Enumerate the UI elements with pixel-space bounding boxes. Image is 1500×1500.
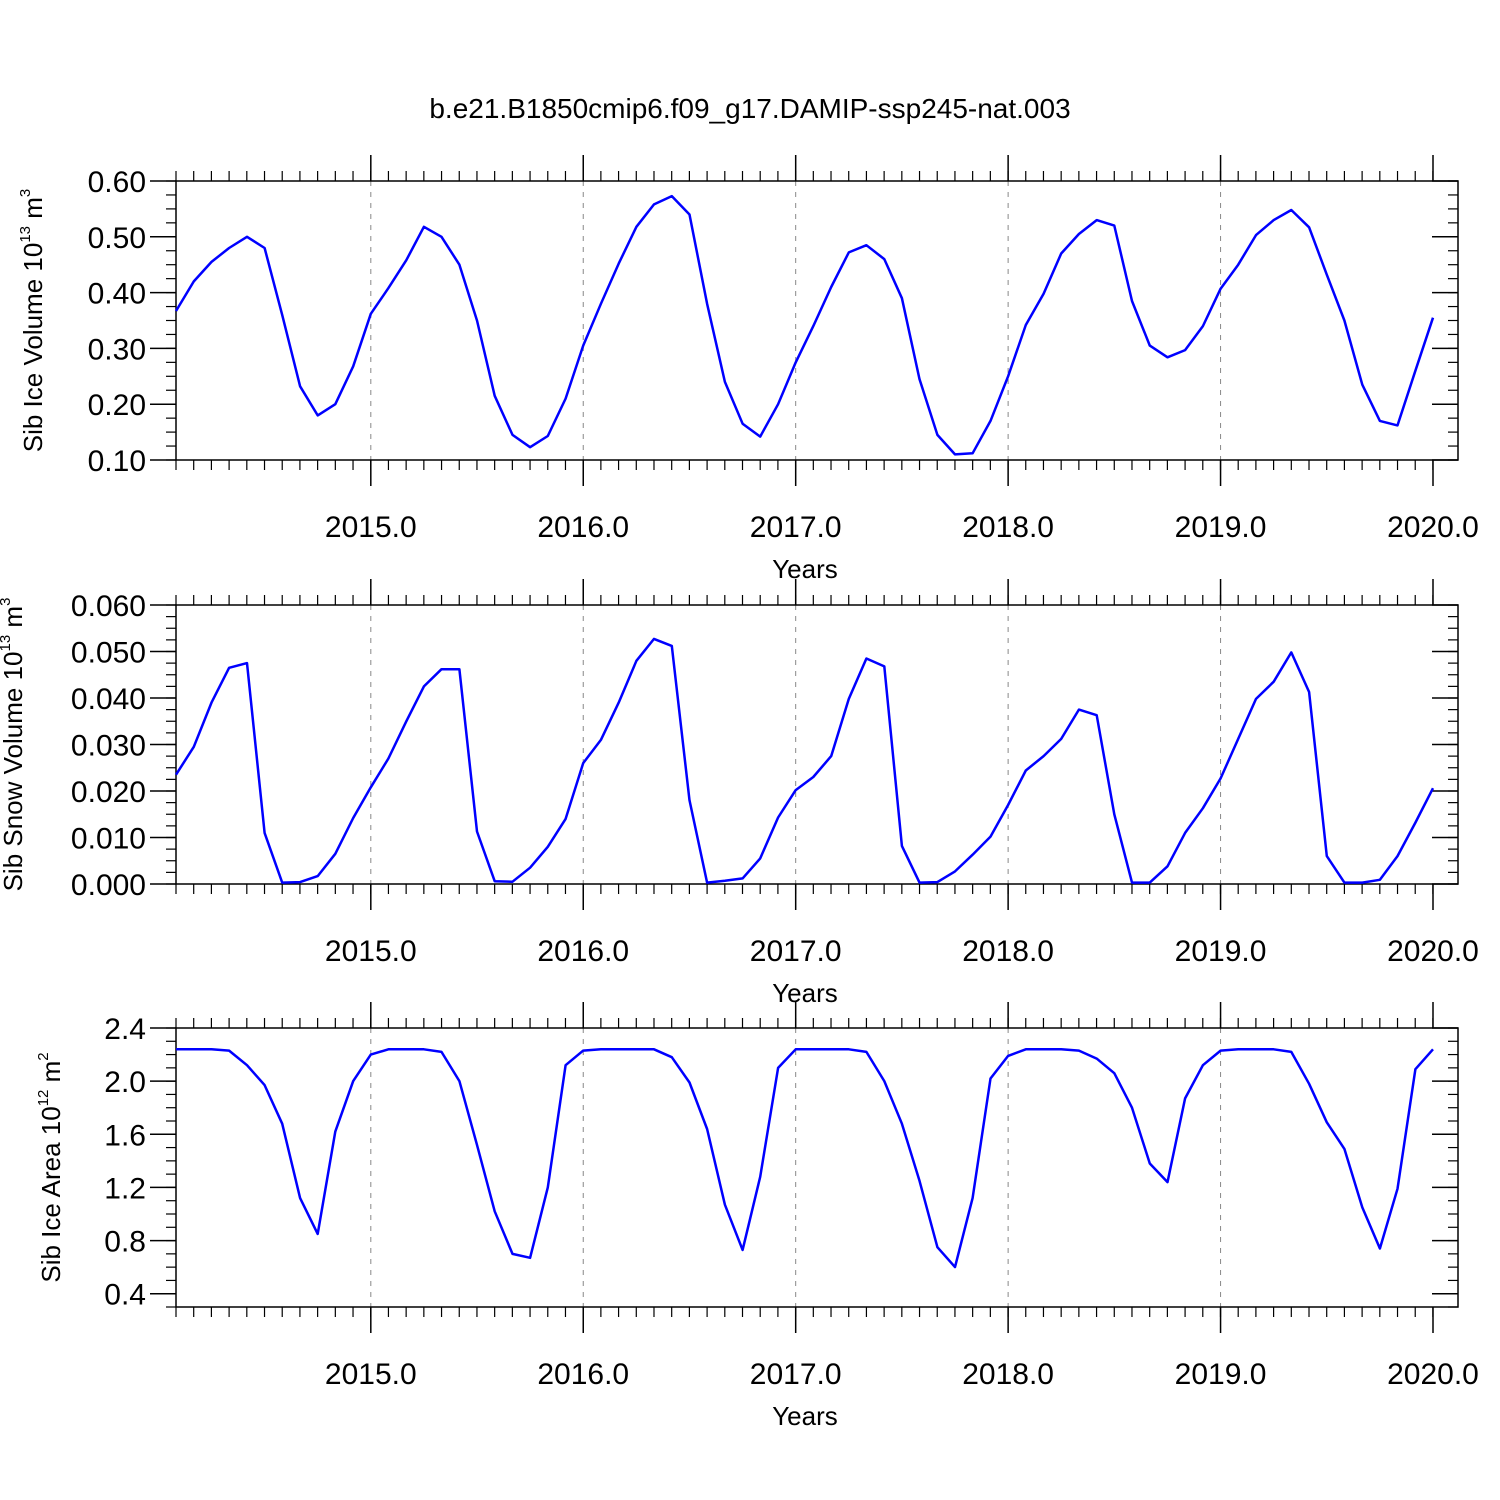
y-tick-label: 0.8 [104, 1226, 146, 1259]
x-tick-label: 2016.0 [537, 511, 629, 544]
y-tick-label: 0.010 [71, 823, 146, 856]
y-tick-label: 0.60 [88, 166, 146, 199]
y-tick-label: 0.000 [71, 869, 146, 902]
y-axis-label: Sib Ice Area 1012 m2 [35, 1052, 66, 1282]
x-axis-label: Years [772, 1401, 838, 1431]
y-tick-label: 1.2 [104, 1172, 146, 1205]
y-tick-label: 0.30 [88, 333, 146, 366]
x-axis-label: Years [772, 978, 838, 1008]
y-tick-label: 1.6 [104, 1119, 146, 1152]
y-tick-label: 0.040 [71, 683, 146, 716]
x-axis-label: Years [772, 554, 838, 584]
x-tick-label: 2016.0 [537, 935, 629, 968]
y-axis-label: Sib Snow Volume 1013 m3 [0, 598, 28, 892]
panel-1: 2015.0 2016.0 2017.0 2018.0 2019.0 2020.0 Year… [17, 155, 1479, 584]
x-tick-label: 2017.0 [750, 511, 842, 544]
x-tick-label: 2015.0 [325, 935, 417, 968]
x-tick-label: 2019.0 [1175, 511, 1267, 544]
panel-2: 2015.0 2016.0 2017.0 2018.0 2019.0 2020.0 Year… [0, 579, 1479, 1008]
x-tick-label: 2017.0 [750, 935, 842, 968]
x-tick-label: 2019.0 [1175, 935, 1267, 968]
plot-frame [175, 604, 1459, 885]
x-tick-label: 2020.0 [1387, 511, 1479, 544]
y-tick-label: 0.10 [88, 445, 146, 478]
y-tick-label: 0.4 [104, 1279, 146, 1312]
x-tick-label: 2017.0 [750, 1358, 842, 1391]
panels: 2015.0 2016.0 2017.0 2018.0 2019.0 2020.0 Year… [0, 155, 1479, 1431]
x-tick-label: 2020.0 [1387, 1358, 1479, 1391]
x-tick-label: 2018.0 [962, 511, 1054, 544]
y-tick-label: 0.060 [71, 590, 146, 623]
x-tick-label: 2016.0 [537, 1358, 629, 1391]
x-tick-label: 2018.0 [962, 935, 1054, 968]
y-tick-label: 0.050 [71, 637, 146, 670]
x-tick-label: 2020.0 [1387, 935, 1479, 968]
y-tick-label: 0.50 [88, 222, 146, 255]
y-tick-label: 0.030 [71, 730, 146, 763]
x-tick-label: 2015.0 [325, 511, 417, 544]
y-tick-label: 0.020 [71, 776, 146, 809]
chart-title: b.e21.B1850cmip6.f09_g17.DAMIP-ssp245-na… [429, 93, 1070, 124]
panel-3: 2015.0 2016.0 2017.0 2018.0 2019.0 2020.0 Year… [35, 1002, 1479, 1431]
y-tick-label: 0.20 [88, 389, 146, 422]
y-tick-label: 0.40 [88, 278, 146, 311]
series-line [174, 637, 1435, 884]
x-tick-label: 2015.0 [325, 1358, 417, 1391]
plot-frame [175, 1027, 1459, 1308]
y-axis-label: Sib Ice Volume 1013 m3 [17, 189, 48, 453]
y-tick-label: 2.0 [104, 1066, 146, 1099]
series-line [174, 194, 1435, 456]
x-tick-label: 2019.0 [1175, 1358, 1267, 1391]
y-tick-label: 2.4 [104, 1013, 146, 1046]
x-tick-label: 2018.0 [962, 1358, 1054, 1391]
series-line [176, 1048, 1434, 1269]
